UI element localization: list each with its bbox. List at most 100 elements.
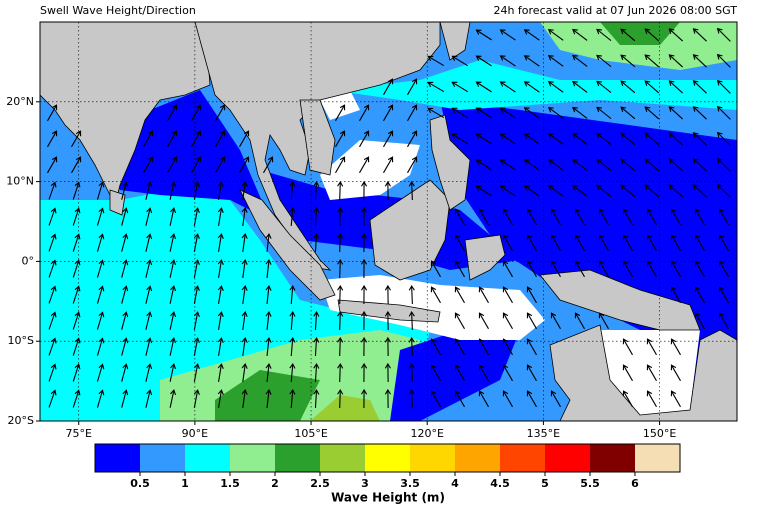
colorbar-swatch: [590, 444, 636, 472]
land: [464, 234, 506, 281]
swell-arrow: [454, 208, 465, 226]
swell-arrow: [408, 336, 415, 357]
swell-arrow: [430, 338, 441, 356]
swell-arrow: [572, 54, 588, 67]
swell-arrow: [361, 206, 368, 227]
swell-arrow: [502, 390, 513, 408]
swell-arrow: [478, 390, 489, 408]
swell-arrow: [547, 185, 564, 197]
swell-arrow: [523, 55, 540, 67]
swell-arrow: [217, 259, 224, 278]
swell-arrow: [121, 207, 129, 226]
swell-arrow: [169, 259, 177, 278]
swell-arrow: [644, 158, 660, 172]
swell-arrow: [48, 311, 57, 330]
swell-arrow: [670, 286, 681, 304]
swell-arrow: [454, 364, 465, 382]
swell-arrow: [265, 232, 272, 253]
swell-arrow: [596, 80, 612, 94]
swell-arrow: [145, 181, 153, 200]
swell-arrow: [96, 259, 105, 278]
swell-arrow: [384, 336, 391, 357]
swell-arrow: [574, 312, 585, 330]
swell-arrow: [547, 29, 564, 41]
colorbar-swatch: [635, 444, 681, 472]
swell-arrow: [96, 181, 105, 200]
swell-arrow: [454, 390, 465, 408]
swell-arrow: [427, 55, 445, 67]
swell-arrow: [526, 208, 537, 226]
swell-arrow: [337, 206, 344, 227]
swell-arrow: [523, 107, 540, 119]
swell-arrow: [193, 389, 200, 408]
colorbar-tick-label: 1: [181, 477, 189, 490]
swell-arrow: [265, 258, 272, 279]
lat-tick-label: 20°N: [6, 95, 34, 108]
swell-zone: [215, 370, 320, 421]
swell-arrow: [451, 133, 468, 145]
colorbar-frame: [94, 443, 681, 473]
arrows: [47, 27, 731, 409]
swell-arrow: [572, 132, 588, 145]
swell-arrow: [96, 207, 105, 226]
swell-arrow: [451, 107, 468, 119]
swell-arrow: [384, 362, 391, 383]
swell-arrow: [475, 107, 492, 119]
swell-arrow: [359, 156, 370, 174]
swell-arrow: [646, 234, 657, 252]
swell-arrow: [454, 234, 465, 252]
swell-arrow: [523, 185, 540, 197]
swell-arrow: [499, 29, 516, 41]
swell-arrow: [408, 388, 415, 409]
swell-arrow: [48, 337, 57, 356]
swell-arrow: [427, 107, 445, 119]
swell-arrow: [670, 338, 681, 356]
swell-arrow: [361, 388, 368, 409]
swell-arrow: [523, 159, 540, 171]
colorbar-swatch: [230, 444, 276, 472]
swell-arrow: [145, 285, 153, 304]
swell-arrow: [718, 286, 729, 304]
swell-arrow: [337, 362, 344, 383]
swell-arrow: [718, 234, 729, 252]
swell-arrow: [143, 156, 154, 174]
swell-arrow: [430, 390, 441, 408]
swell-arrow: [646, 260, 657, 278]
swell-arrow: [478, 208, 489, 226]
swell-arrow: [361, 284, 368, 305]
colorbar-swatch: [185, 444, 231, 472]
swell-arrow: [622, 208, 633, 226]
swell-arrow: [47, 130, 58, 148]
swell-arrow: [193, 233, 200, 252]
swell-arrow: [670, 234, 681, 252]
swell-arrow: [692, 184, 707, 198]
swell-arrow: [71, 156, 82, 174]
swell-arrow: [72, 311, 81, 330]
swell-arrow: [169, 207, 177, 226]
swell-arrow: [145, 363, 153, 382]
colorbar-swatch: [275, 444, 321, 472]
swell-arrow: [668, 184, 684, 198]
swell-arrow: [499, 81, 516, 93]
swell-arrow: [475, 133, 492, 145]
swell-arrow: [215, 104, 226, 122]
swell-arrow: [646, 364, 657, 382]
swell-arrow: [694, 286, 705, 304]
swell-arrow: [121, 311, 129, 330]
swell-arrow: [526, 364, 537, 382]
swell-arrow: [408, 284, 415, 305]
swell-arrow: [526, 286, 537, 304]
swell-arrow: [47, 104, 58, 122]
swell-arrow: [241, 311, 248, 330]
swell-arrow: [478, 312, 489, 330]
swell-arrow: [475, 55, 492, 67]
swell-arrow: [265, 362, 272, 383]
swell-arrow: [313, 362, 320, 383]
colorbar-tick-label: 3: [361, 477, 369, 490]
swell-arrow: [668, 158, 684, 172]
swell-arrow: [121, 259, 129, 278]
swell-arrow: [547, 81, 564, 93]
swell-arrow: [48, 181, 57, 200]
swell-arrow: [550, 390, 561, 408]
swell-arrow: [408, 310, 415, 331]
